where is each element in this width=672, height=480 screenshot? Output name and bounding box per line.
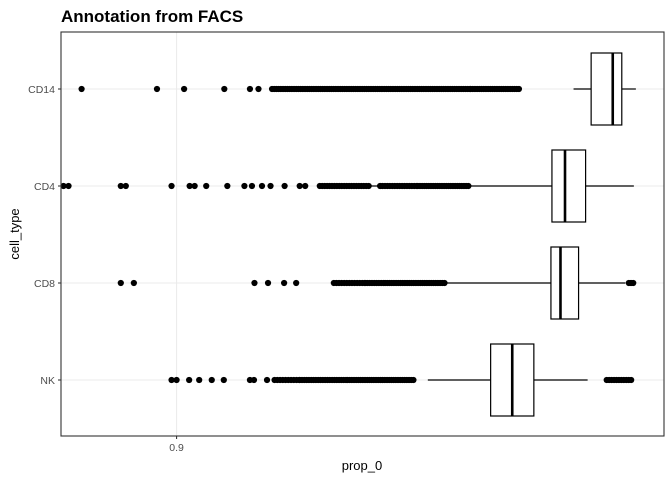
panel-border xyxy=(60,31,665,437)
x-tick-label: 0.9 xyxy=(169,442,184,454)
y-axis-title: cell_type xyxy=(7,208,22,259)
outlier-point xyxy=(630,279,637,287)
outlier-point xyxy=(220,376,227,384)
outlier-point xyxy=(181,85,188,93)
outlier-point xyxy=(281,182,288,190)
outlier-point xyxy=(251,279,258,287)
outlier-point xyxy=(267,182,274,190)
outlier-point xyxy=(263,376,271,384)
outlier-point xyxy=(78,85,85,93)
plot-panel xyxy=(60,31,665,437)
outlier-point xyxy=(168,376,175,384)
box-nk xyxy=(427,343,588,417)
outlier-point xyxy=(122,182,129,190)
outlier-point xyxy=(203,182,210,190)
outlier-point xyxy=(191,182,198,190)
outlier-point xyxy=(250,376,258,384)
outlier-point xyxy=(410,376,417,384)
outlier-point xyxy=(241,182,248,190)
box-iqr xyxy=(550,246,580,320)
outlier-point xyxy=(196,376,203,384)
outlier-point xyxy=(186,376,193,384)
chart-title: Annotation from FACS xyxy=(61,7,243,26)
outlier-point xyxy=(255,85,262,93)
outlier-point xyxy=(248,182,256,190)
box-cd4 xyxy=(352,149,634,223)
y-tick-label: NK xyxy=(40,375,55,387)
y-tick-label: CD14 xyxy=(28,84,55,96)
outlier-point xyxy=(293,279,300,287)
outlier-point xyxy=(153,85,161,93)
x-axis-title: prop_0 xyxy=(342,458,382,473)
outlier-point xyxy=(173,376,180,384)
outlier-point xyxy=(208,376,215,384)
box-cd8 xyxy=(427,246,626,320)
outlier-point xyxy=(224,182,231,190)
outlier-point xyxy=(302,182,309,190)
outlier-point xyxy=(65,182,72,190)
outlier-point xyxy=(60,182,67,190)
outlier-point xyxy=(281,279,288,287)
outlier-point xyxy=(515,85,523,93)
outlier-point xyxy=(246,85,254,93)
y-tick-label: CD4 xyxy=(34,181,55,193)
outlier-point xyxy=(258,182,266,190)
outlier-point xyxy=(186,182,193,190)
y-tick-label: CD8 xyxy=(34,278,55,290)
box-iqr xyxy=(590,52,623,126)
outlier-point xyxy=(117,182,124,190)
box-cd14 xyxy=(573,52,636,126)
outlier-point xyxy=(628,376,635,384)
outlier-point xyxy=(168,182,175,190)
outlier-point xyxy=(117,279,124,287)
outlier-point xyxy=(130,279,137,287)
outlier-point xyxy=(221,85,228,93)
outlier-point xyxy=(296,182,303,190)
box-iqr xyxy=(551,149,587,223)
outlier-point xyxy=(264,279,272,287)
